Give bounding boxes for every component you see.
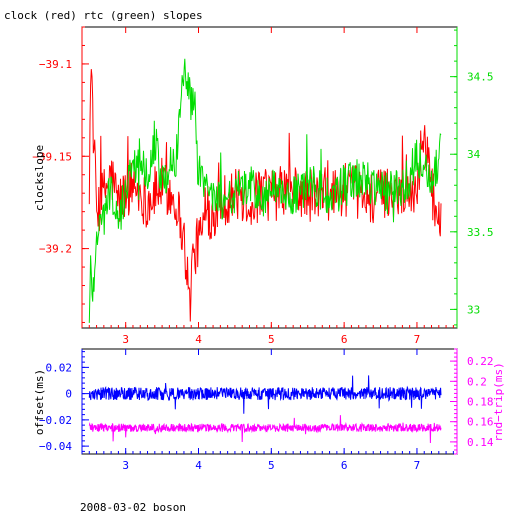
- right-tick-label: 0.14: [467, 436, 494, 449]
- left-tick-label: −39.2: [39, 243, 72, 256]
- left-tick-label: 0: [65, 388, 72, 401]
- right-tick-label: 0.22: [467, 355, 494, 368]
- rnd-trip-axis: 0.14 0.16 0.18 0.2 0.22: [450, 348, 494, 455]
- right-tick-label: 0.18: [467, 396, 494, 409]
- left-tick-label: −0.04: [39, 440, 72, 453]
- x-tick-label: 7: [414, 459, 421, 472]
- clock-series-line: [88, 69, 442, 322]
- right-tick-label: 0.2: [467, 375, 487, 388]
- x-tick-label: 6: [341, 333, 348, 346]
- top-series: [88, 58, 442, 323]
- bottom-series: [88, 375, 442, 444]
- offset-axis-label: offset(ms): [33, 369, 46, 435]
- x-tick-label: 6: [341, 459, 348, 472]
- x-tick-label: 4: [195, 333, 202, 346]
- offset-rndtrip-panel: 0.02 0 −0.02 −0.04 0.14 0.16 0.18 0.2 0.22 3 4 5 6…: [33, 348, 505, 472]
- chart-title: clock (red) rtc (green) slopes: [4, 9, 203, 22]
- clockslope-axis: −39.1 −39.15 −39.2: [32, 26, 89, 328]
- left-tick-label: 0.02: [46, 361, 73, 374]
- left-tick-label: −39.1: [39, 58, 72, 71]
- left-tick-label: −0.02: [39, 414, 72, 427]
- right-tick-label: 33: [467, 303, 480, 316]
- x-tick-label: 4: [195, 459, 202, 472]
- x-tick-label: 3: [122, 459, 129, 472]
- right-tick-label: 0.16: [467, 416, 494, 429]
- offset-axis: 0.02 0 −0.02 −0.04: [39, 349, 89, 454]
- x-tick-label: 5: [268, 333, 275, 346]
- x-tick-label: 5: [268, 459, 275, 472]
- bottom-plot-frame: [81, 348, 458, 455]
- rnd-trip-axis-label: rnd−trip(ms): [492, 362, 505, 441]
- x-tick-label: 3: [122, 333, 129, 346]
- rtc-axis: 33 33.5 34 34.5: [450, 27, 494, 328]
- top-x-axis: 3 4 5 6 7: [81, 27, 454, 346]
- right-tick-label: 34.5: [467, 71, 494, 84]
- right-tick-label: 33.5: [467, 226, 494, 239]
- offset-series-line: [88, 375, 442, 414]
- footer-caption: 2008-03-02 boson: [80, 501, 186, 512]
- rtc-series-line: [88, 58, 442, 323]
- bottom-x-axis: 3 4 5 6 7: [81, 349, 454, 472]
- rnd-trip-series-line: [88, 415, 442, 444]
- x-tick-label: 7: [414, 333, 421, 346]
- clockslope-axis-label: clockslope: [33, 145, 46, 211]
- right-tick-label: 34: [467, 148, 481, 161]
- left-tick-label: −39.15: [32, 150, 72, 163]
